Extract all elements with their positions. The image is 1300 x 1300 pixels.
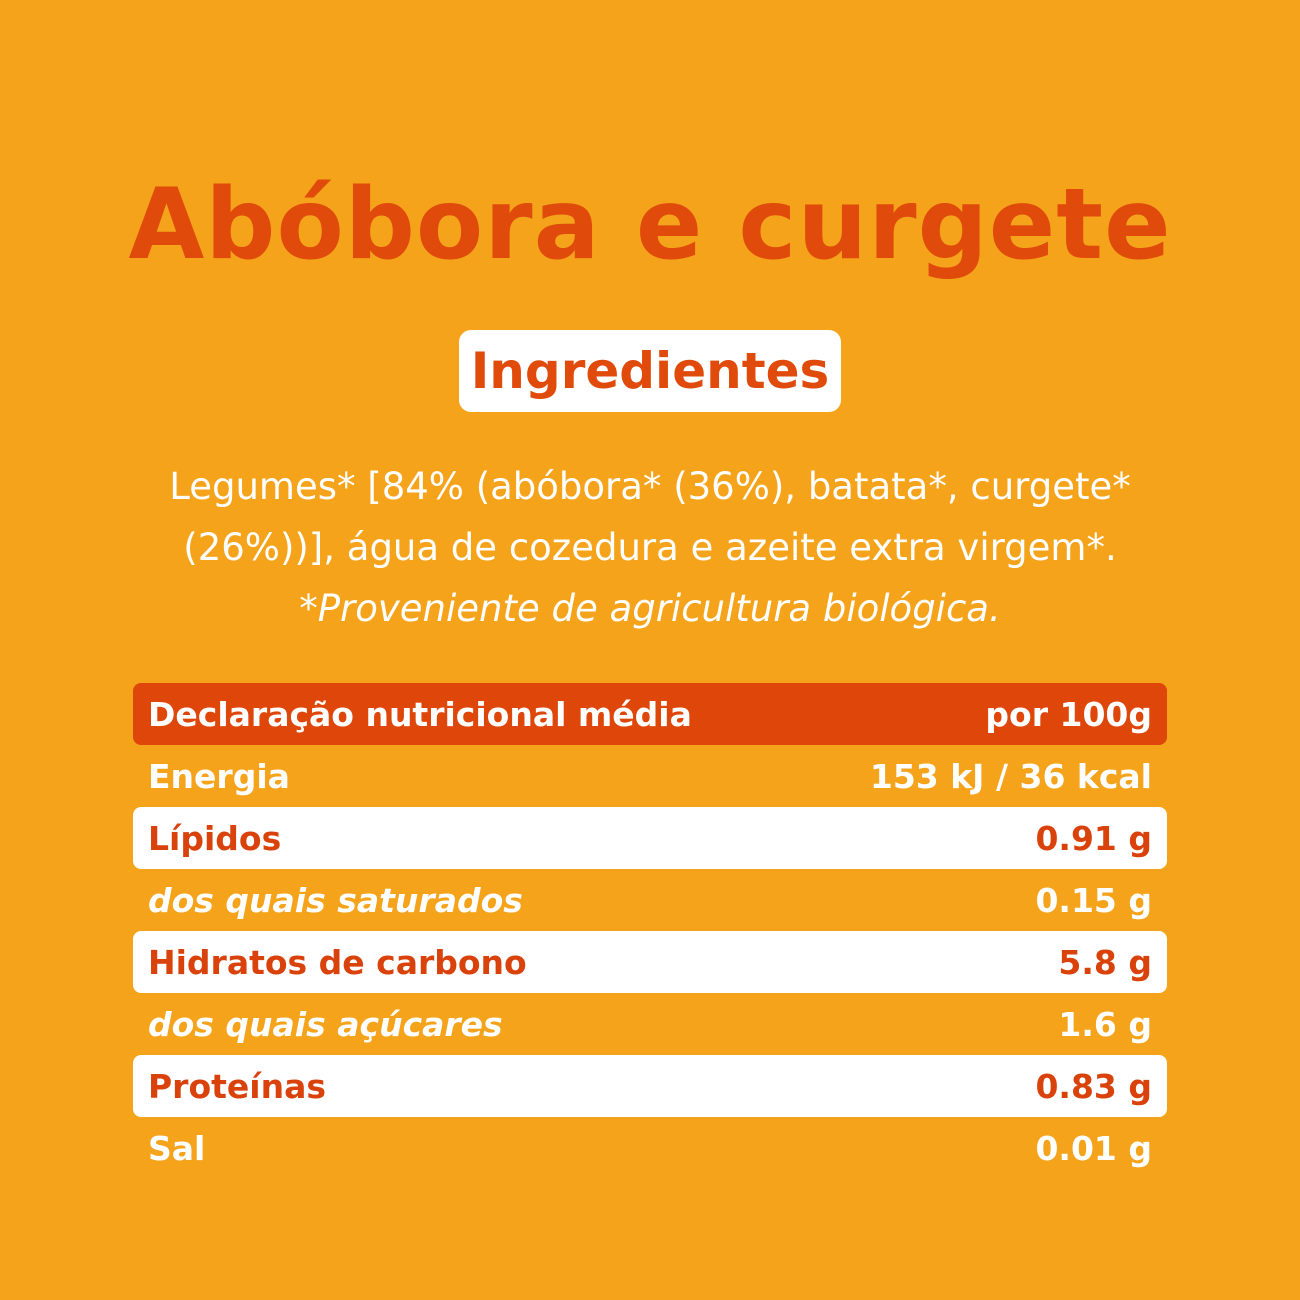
nutrition-table: Declaração nutricional média por 100g En… xyxy=(133,683,1167,1179)
nutrition-row-fat: Lípidos 0.91 g xyxy=(133,807,1167,869)
nutrition-header-label: Declaração nutricional média xyxy=(148,694,692,734)
ingredients-line: Legumes* [84% (abóbora* (36%), batata*, … xyxy=(169,465,1131,508)
nutrient-value: 0.01 g xyxy=(1035,1128,1152,1168)
nutrient-value: 0.83 g xyxy=(1035,1066,1152,1106)
organic-note: *Proveniente de agricultura biológica. xyxy=(299,587,1001,630)
ingredients-heading-badge: Ingredientes xyxy=(459,330,841,412)
nutrient-label: Energia xyxy=(148,756,290,796)
nutrient-label: Lípidos xyxy=(148,818,282,858)
nutrient-label: Proteínas xyxy=(148,1066,327,1106)
nutrition-header-value: por 100g xyxy=(985,694,1152,734)
nutrient-label: Hidratos de carbono xyxy=(148,942,527,982)
nutrition-row-sugars: dos quais açúcares 1.6 g xyxy=(133,993,1167,1055)
nutrient-label: Sal xyxy=(148,1128,206,1168)
nutrient-value: 5.8 g xyxy=(1058,942,1152,982)
ingredients-text: Legumes* [84% (abóbora* (36%), batata*, … xyxy=(0,456,1300,639)
nutrient-value: 0.15 g xyxy=(1035,880,1152,920)
product-title: Abóbora e curgete xyxy=(128,168,1172,282)
nutrient-value: 153 kJ / 36 kcal xyxy=(869,756,1152,796)
nutrition-row-energy: Energia 153 kJ / 36 kcal xyxy=(133,745,1167,807)
nutrition-row-carbohydrates: Hidratos de carbono 5.8 g xyxy=(133,931,1167,993)
nutrition-row-salt: Sal 0.01 g xyxy=(133,1117,1167,1179)
ingredients-line: (26%))], água de cozedura e azeite extra… xyxy=(183,526,1117,569)
nutrient-label: dos quais açúcares xyxy=(148,1004,503,1044)
nutrition-row-saturates: dos quais saturados 0.15 g xyxy=(133,869,1167,931)
nutrient-value: 0.91 g xyxy=(1035,818,1152,858)
nutrient-label: dos quais saturados xyxy=(148,880,523,920)
ingredients-heading: Ingredientes xyxy=(470,342,830,400)
nutrient-value: 1.6 g xyxy=(1058,1004,1152,1044)
nutrition-row-protein: Proteínas 0.83 g xyxy=(133,1055,1167,1117)
nutrition-header-row: Declaração nutricional média por 100g xyxy=(133,683,1167,745)
